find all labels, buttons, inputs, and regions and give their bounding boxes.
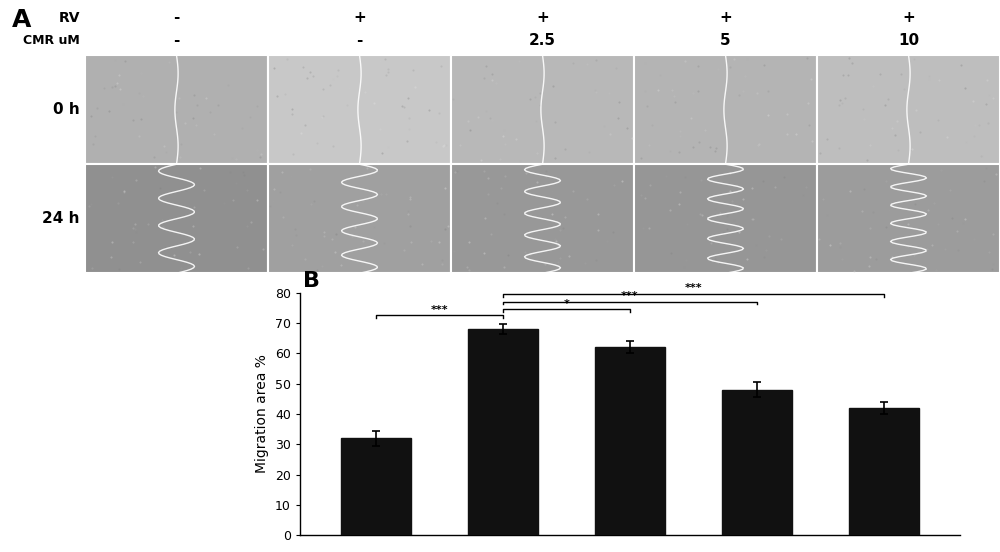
Text: ***: *** (621, 291, 639, 301)
FancyBboxPatch shape (85, 164, 268, 273)
FancyBboxPatch shape (817, 164, 1000, 273)
Text: -: - (173, 10, 180, 25)
FancyBboxPatch shape (634, 164, 817, 273)
FancyBboxPatch shape (268, 55, 451, 164)
FancyBboxPatch shape (817, 55, 1000, 164)
FancyBboxPatch shape (634, 55, 817, 164)
Text: 24 h: 24 h (42, 211, 80, 226)
Bar (468, 329, 538, 535)
Text: A: A (12, 8, 31, 32)
Text: -: - (356, 33, 363, 47)
Text: +: + (902, 10, 915, 25)
Text: ***: *** (685, 284, 702, 294)
Text: 5: 5 (720, 33, 731, 47)
Text: RV: RV (58, 11, 80, 25)
Bar (722, 390, 792, 535)
Bar (341, 438, 411, 535)
FancyBboxPatch shape (85, 55, 268, 164)
Text: 2.5: 2.5 (529, 33, 556, 47)
FancyBboxPatch shape (451, 55, 634, 164)
Text: 0 h: 0 h (53, 102, 80, 117)
Bar (595, 347, 665, 535)
Bar (849, 408, 919, 535)
Text: B: B (303, 271, 320, 291)
Text: CMR uM: CMR uM (23, 34, 80, 46)
Text: +: + (536, 10, 549, 25)
Text: +: + (353, 10, 366, 25)
Text: +: + (719, 10, 732, 25)
Text: -: - (173, 33, 180, 47)
Y-axis label: Migration area %: Migration area % (255, 354, 269, 474)
Text: 10: 10 (898, 33, 919, 47)
FancyBboxPatch shape (268, 164, 451, 273)
FancyBboxPatch shape (451, 164, 634, 273)
Text: ***: *** (431, 305, 448, 315)
Text: *: * (564, 299, 569, 309)
